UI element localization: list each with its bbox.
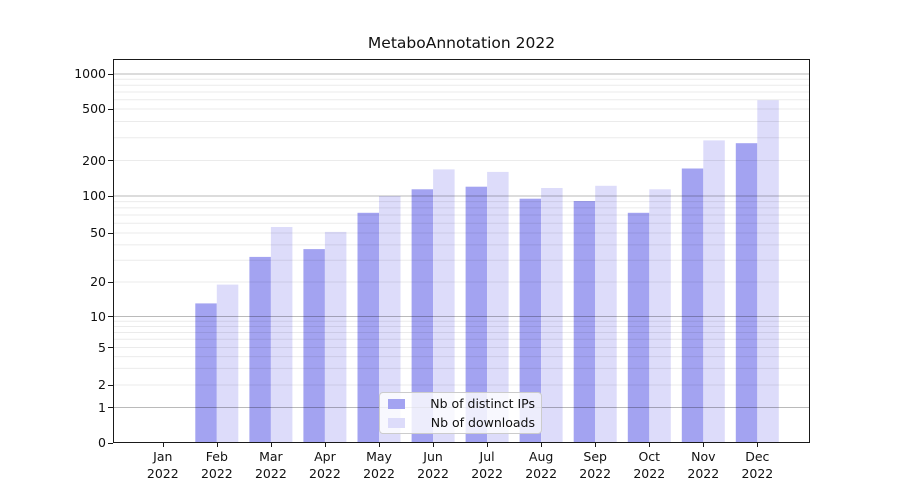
bar-downloads-mar-2022 <box>270 227 293 443</box>
x-tick-mark <box>162 443 164 447</box>
y-tick-mark <box>108 195 113 197</box>
legend-label-downloads: Nb of downloads <box>430 414 535 430</box>
x-tick-label: Aug 2022 <box>525 449 558 481</box>
legend-item-distinct-ips: Nb of distinct IPs <box>388 396 535 412</box>
x-tick-label: Oct 2022 <box>633 449 666 481</box>
bar-downloads-jul-2022 <box>487 171 509 443</box>
x-tick-label: Jul 2022 <box>471 449 503 481</box>
y-tick-label: 2 <box>98 377 106 392</box>
y-tick-mark <box>108 73 113 75</box>
y-tick-label: 200 <box>82 152 106 168</box>
chart-title: MetaboAnnotation 2022 <box>367 34 556 52</box>
bar-ips-jul-2022 <box>465 186 488 443</box>
y-tick-mark <box>108 232 113 234</box>
y-tick-mark <box>108 384 113 386</box>
y-tick-label: 10 <box>90 308 106 324</box>
x-tick-label: Dec 2022 <box>741 449 774 481</box>
x-tick-mark <box>757 443 759 447</box>
x-tick-label: Jan 2022 <box>146 449 179 481</box>
y-tick-label: 50 <box>90 225 106 240</box>
bar-downloads-apr-2022 <box>324 231 347 443</box>
x-tick-label: May 2022 <box>363 449 395 481</box>
bar-downloads-dec-2022 <box>757 100 779 443</box>
plot-area <box>113 59 810 443</box>
bar-downloads-sep-2022 <box>595 185 617 443</box>
y-tick-mark <box>108 347 113 348</box>
x-tick-label: Nov 2022 <box>687 449 720 481</box>
x-tick-label: Apr 2022 <box>309 449 341 481</box>
bar-ips-may-2022 <box>357 212 379 443</box>
y-tick-label: 1000 <box>74 66 106 81</box>
y-tick-mark <box>108 407 113 408</box>
x-tick-mark <box>433 443 435 447</box>
y-tick-mark <box>108 316 113 317</box>
legend-swatch-distinct-ips-icon <box>388 398 405 409</box>
x-tick-mark <box>379 443 380 447</box>
x-tick-mark <box>541 443 543 447</box>
x-tick-mark <box>270 443 272 447</box>
bar-downloads-may-2022 <box>379 196 401 443</box>
bar-ips-sep-2022 <box>573 201 596 443</box>
legend-item-downloads: Nb of downloads <box>388 415 535 431</box>
bar-downloads-oct-2022 <box>649 189 671 443</box>
bar-ips-jun-2022 <box>411 189 434 443</box>
y-tick-mark <box>108 108 113 110</box>
bar-ips-nov-2022 <box>681 168 704 443</box>
y-tick-label: 20 <box>90 274 106 289</box>
x-tick-mark <box>649 443 651 447</box>
x-tick-mark <box>216 443 218 447</box>
chart-canvas <box>113 59 810 443</box>
bar-ips-aug-2022 <box>519 198 542 443</box>
y-tick-mark <box>108 281 113 283</box>
y-tick-label: 0 <box>98 435 106 450</box>
bar-ips-oct-2022 <box>627 212 650 443</box>
x-tick-label: Sep 2022 <box>579 449 612 481</box>
plot-border <box>113 59 810 443</box>
bar-ips-feb-2022 <box>195 303 217 443</box>
x-tick-label: Jun 2022 <box>417 449 449 481</box>
y-tick-label: 100 <box>82 188 106 203</box>
bar-downloads-nov-2022 <box>703 140 725 443</box>
y-tick-label: 5 <box>98 339 106 355</box>
x-tick-mark <box>595 443 597 447</box>
bar-ips-dec-2022 <box>735 143 758 443</box>
bar-ips-apr-2022 <box>303 249 325 443</box>
x-tick-label: Mar 2022 <box>254 449 287 481</box>
y-tick-mark <box>108 442 113 444</box>
legend-label-distinct-ips: Nb of distinct IPs <box>430 395 535 411</box>
legend: Nb of distinct IPs Nb of downloads <box>379 392 542 434</box>
bar-downloads-jun-2022 <box>433 169 455 443</box>
bar-downloads-feb-2022 <box>216 284 239 443</box>
y-tick-mark <box>108 160 113 161</box>
x-tick-mark <box>703 443 705 447</box>
y-tick-label: 500 <box>82 101 106 116</box>
legend-swatch-downloads-icon <box>388 417 405 428</box>
bar-ips-mar-2022 <box>249 256 271 443</box>
x-tick-label: Feb 2022 <box>200 449 233 481</box>
x-tick-mark <box>324 443 326 447</box>
bar-downloads-aug-2022 <box>541 188 563 443</box>
y-tick-label: 1 <box>98 399 106 415</box>
x-tick-mark <box>487 443 489 447</box>
